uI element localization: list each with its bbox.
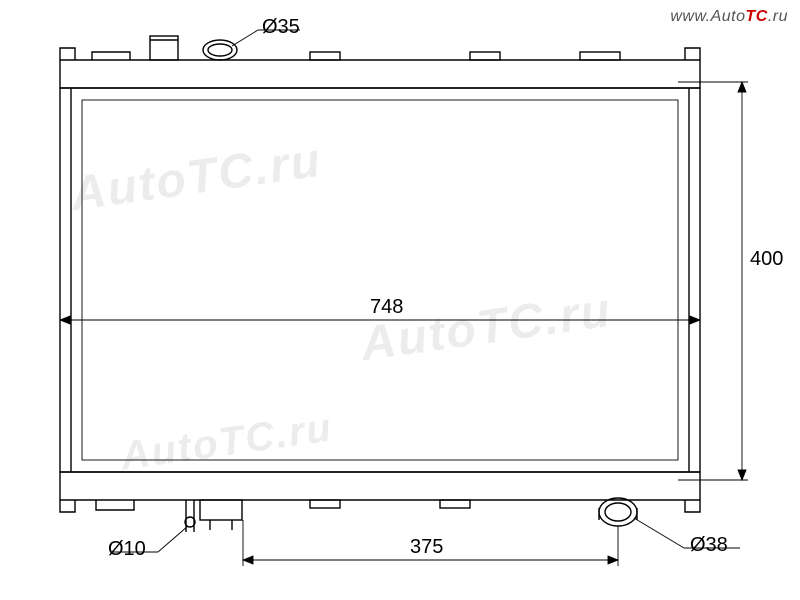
dim-width-748 xyxy=(60,100,700,325)
label-d38: Ø38 xyxy=(690,534,728,557)
radiator-core xyxy=(60,88,700,472)
top-tank xyxy=(60,36,700,88)
label-400: 400 xyxy=(750,248,783,271)
bottom-tank xyxy=(60,472,700,532)
label-d35: Ø35 xyxy=(262,16,300,39)
label-375: 375 xyxy=(410,536,443,559)
label-748: 748 xyxy=(370,296,403,319)
label-d10: Ø10 xyxy=(108,538,146,561)
